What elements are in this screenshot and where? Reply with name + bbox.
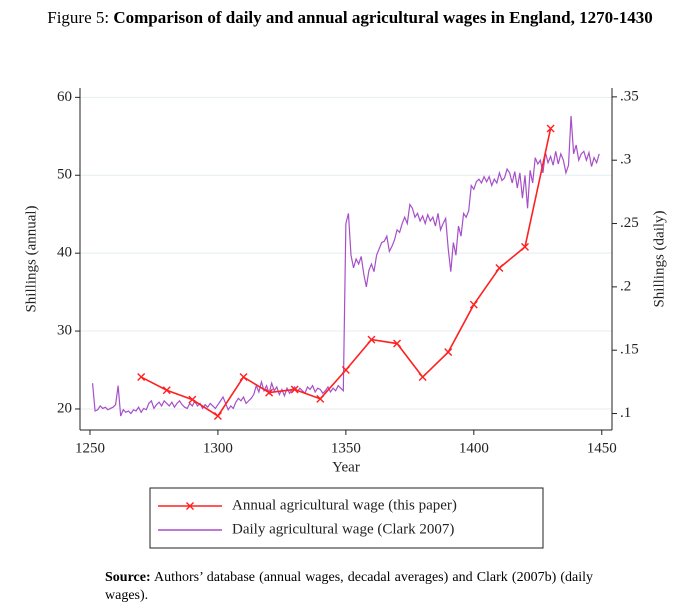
- series-line: [91, 115, 600, 417]
- x-tick-label: 1450: [587, 440, 617, 456]
- marker: [521, 242, 529, 251]
- y2-tick-label: .15: [620, 342, 639, 358]
- series-line: [140, 128, 552, 418]
- y2-tick-label: .1: [620, 405, 631, 421]
- note-text: Authors’ database (annual wages, decadal…: [105, 570, 594, 603]
- marker: [469, 300, 478, 309]
- legend-label: Daily agricultural wage (Clark 2007): [232, 521, 454, 537]
- y2-tick-label: .3: [620, 152, 631, 168]
- x-tick-label: 1250: [75, 440, 105, 456]
- y2-tick-label: .35: [620, 88, 639, 104]
- source-note: Source: Authors’ database (annual wages,…: [105, 569, 593, 605]
- y-axis-label: Shillings (annual): [23, 205, 39, 312]
- marker: [213, 411, 222, 420]
- x-axis-label: Year: [332, 459, 360, 475]
- chart-title: Comparison of daily and annual agricultu…: [113, 8, 653, 27]
- y2-tick-label: .25: [620, 215, 639, 231]
- y2-tick-label: .2: [620, 278, 631, 294]
- note-label: Source:: [105, 570, 151, 585]
- y-tick-label: 50: [57, 167, 72, 183]
- x-tick-label: 1400: [459, 440, 489, 456]
- marker: [290, 385, 299, 394]
- marker: [265, 388, 274, 397]
- y-tick-label: 30: [57, 322, 72, 338]
- marker: [367, 335, 376, 344]
- marker: [393, 339, 402, 348]
- x-tick-label: 1350: [331, 440, 361, 456]
- y-tick-label: 60: [57, 89, 72, 105]
- y-tick-label: 20: [57, 400, 72, 416]
- x-tick-label: 1300: [203, 440, 233, 456]
- legend-label: Annual agricultural wage (this paper): [232, 497, 457, 513]
- marker: [186, 502, 194, 510]
- marker: [418, 373, 427, 382]
- figure-title: Figure 5: Comparison of daily and annual…: [10, 6, 690, 30]
- marker: [341, 366, 350, 375]
- marker: [137, 373, 146, 382]
- legend-box: [149, 487, 544, 549]
- marker: [495, 263, 504, 272]
- marker: [239, 373, 248, 382]
- marker: [316, 394, 325, 403]
- y2-axis-label: Shillings (daily): [651, 210, 667, 307]
- marker: [188, 395, 197, 404]
- marker: [162, 386, 171, 395]
- y-tick-label: 40: [57, 245, 72, 261]
- figure-label: Figure 5:: [47, 8, 110, 27]
- marker: [444, 348, 453, 357]
- marker: [546, 124, 555, 133]
